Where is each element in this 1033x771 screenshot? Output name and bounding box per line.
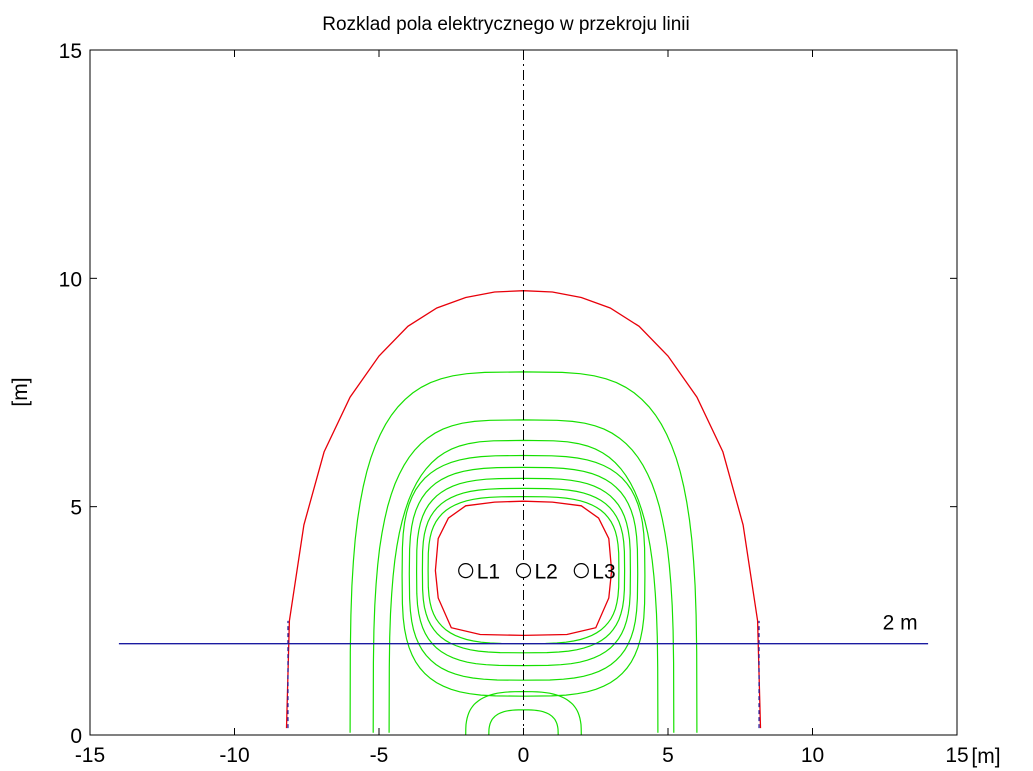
- axis-ticks: -15 -10 -5 0 5 10 15 0 5 10 15: [59, 40, 969, 767]
- green-contour-5: [401, 454, 646, 697]
- conductor-l3-marker: [573, 562, 589, 579]
- green-contour-10: [488, 709, 559, 735]
- conductor-l1-marker: [458, 562, 474, 579]
- y-tick-label: 0: [70, 725, 82, 748]
- conductor-l2-marker: [515, 562, 532, 579]
- y-axis-label: [m]: [9, 377, 32, 406]
- x-tick-label: -15: [75, 744, 105, 767]
- x-tick-label: 0: [518, 744, 530, 767]
- x-axis-unit: [m]: [971, 745, 1000, 768]
- conductor-l3-label: L3: [592, 561, 615, 584]
- plot-area: 2 m L1 L2 L3: [118, 50, 929, 735]
- x-tick-label: 5: [662, 744, 674, 767]
- green-contour-4: [408, 466, 639, 681]
- x-tick-label: 10: [801, 744, 824, 767]
- x-tick-label: 15: [945, 744, 968, 767]
- x-tick-label: -10: [219, 744, 249, 767]
- y-tick-label: 15: [59, 40, 82, 63]
- reference-line-label: 2 m: [883, 612, 918, 635]
- y-tick-label: 10: [59, 268, 82, 291]
- green-contour-3: [415, 477, 632, 667]
- conductor-l2-label: L2: [535, 561, 558, 584]
- green-contour-6: [388, 439, 659, 733]
- green-contour-1: [427, 495, 620, 645]
- conductor-l1-label: L1: [477, 561, 500, 584]
- x-tick-label: -5: [370, 744, 389, 767]
- red-contour-inner: [434, 500, 613, 637]
- chart-title: Rozklad pola elektrycznego w przekroju l…: [322, 14, 690, 35]
- y-tick-label: 5: [70, 497, 82, 520]
- green-contour-2: [421, 487, 626, 654]
